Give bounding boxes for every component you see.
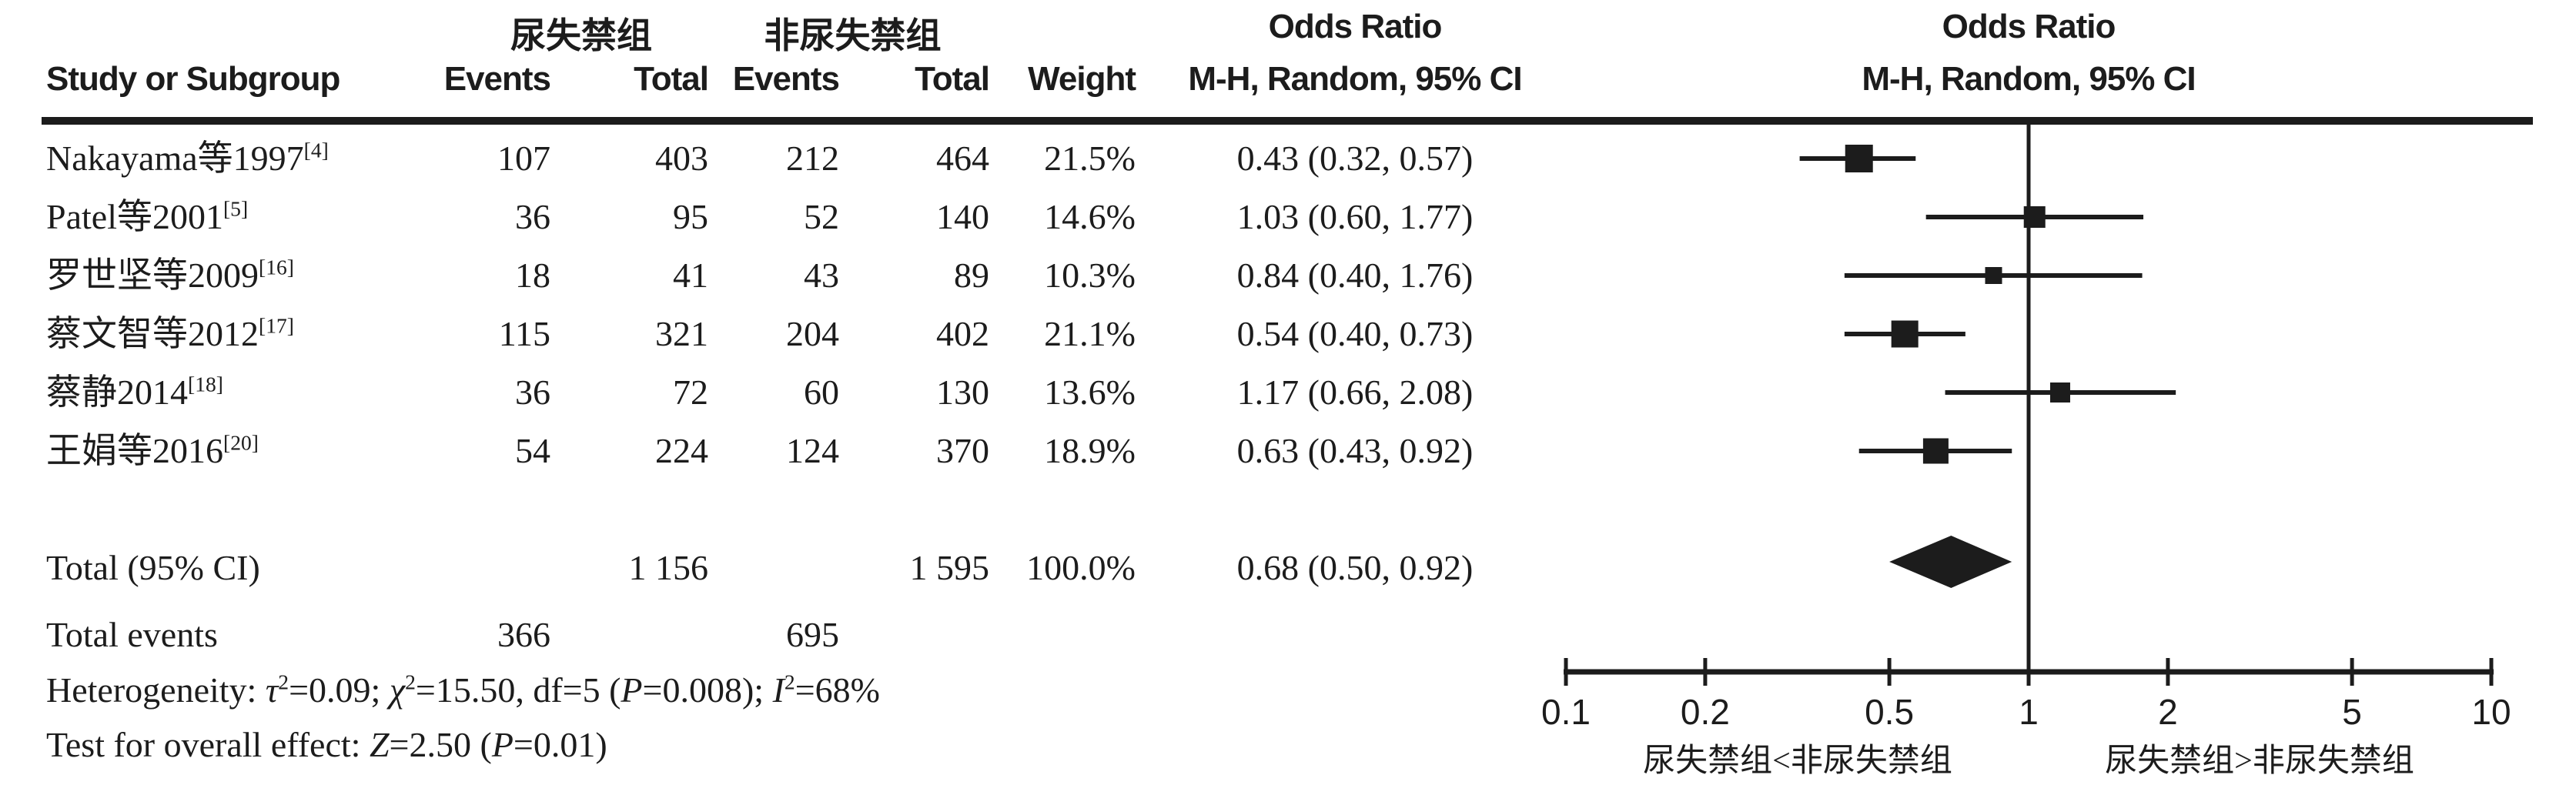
events1-value: 115 bbox=[498, 314, 550, 353]
weight-value: 21.1% bbox=[1044, 314, 1136, 353]
total1-sum: 1 156 bbox=[628, 548, 709, 587]
or-ci-text: 1.03 (0.60, 1.77) bbox=[1236, 197, 1474, 236]
or-ci-text: 1.17 (0.66, 2.08) bbox=[1236, 372, 1474, 412]
axis-tick-label: 0.2 bbox=[1680, 692, 1730, 732]
study-label: 蔡静2014[18] bbox=[46, 372, 223, 412]
total1-value: 41 bbox=[673, 256, 708, 295]
mh-ci-plot-header: M-H, Random, 95% CI bbox=[1862, 60, 2196, 98]
weight-sum: 100.0% bbox=[1026, 548, 1136, 587]
axis-tick-label: 10 bbox=[2471, 692, 2511, 732]
total1-value: 321 bbox=[655, 314, 708, 353]
table-row: 罗世坚等2009[16] 18 41 43 89 10.3% 0.84 (0.4… bbox=[0, 246, 1617, 305]
table-row: Nakayama等1997[4] 107 403 212 464 21.5% 0… bbox=[0, 129, 1617, 188]
weight-value: 18.9% bbox=[1044, 431, 1136, 470]
total2-column-header: Total bbox=[915, 60, 990, 98]
total-events-label: Total events bbox=[46, 615, 218, 654]
effect-square bbox=[1891, 320, 1919, 348]
summary-diamond bbox=[1889, 536, 2012, 588]
or-ci-text: 0.84 (0.40, 1.76) bbox=[1236, 256, 1474, 295]
effect-square bbox=[1845, 145, 1873, 172]
total1-value: 224 bbox=[655, 431, 708, 470]
mh-ci-column-header: M-H, Random, 95% CI bbox=[1188, 60, 1522, 98]
total2-value: 89 bbox=[954, 256, 989, 295]
events2-value: 52 bbox=[804, 197, 839, 236]
total2-sum: 1 595 bbox=[909, 548, 990, 587]
study-column-header: Study or Subgroup bbox=[46, 60, 340, 98]
axis-label-favours-left: 尿失禁组<非尿失禁组 bbox=[1643, 743, 1952, 779]
study-label: 蔡文智等2012[17] bbox=[46, 313, 294, 353]
axis-tick-label: 5 bbox=[2342, 692, 2362, 732]
events1-value: 36 bbox=[515, 372, 550, 412]
weight-column-header: Weight bbox=[1028, 60, 1136, 98]
events2-value: 204 bbox=[786, 314, 839, 353]
effect-square bbox=[1985, 267, 2002, 284]
axis-label-favours-right: 尿失禁组>非尿失禁组 bbox=[2105, 743, 2414, 779]
events1-value: 18 bbox=[515, 256, 550, 295]
study-label: Patel等2001[5] bbox=[46, 196, 249, 236]
header-rule bbox=[42, 117, 2533, 125]
events1-value: 107 bbox=[497, 139, 550, 178]
total2-value: 130 bbox=[936, 372, 989, 412]
table-row: 王娟等2016[20] 54 224 124 370 18.9% 0.63 (0… bbox=[0, 422, 1617, 480]
group2-header: 非尿失禁组 bbox=[764, 15, 942, 55]
or-ci-summary-text: 0.68 (0.50, 0.92) bbox=[1236, 548, 1474, 587]
weight-value: 14.6% bbox=[1044, 197, 1136, 236]
total-row: Total (95% CI) 1 156 1 595 100.0% 0.68 (… bbox=[0, 539, 1617, 597]
events2-column-header: Events bbox=[732, 60, 840, 98]
weight-value: 13.6% bbox=[1044, 372, 1136, 412]
study-label: 罗世坚等2009[16] bbox=[46, 255, 294, 295]
study-label: 王娟等2016[20] bbox=[46, 430, 259, 470]
events2-value: 60 bbox=[804, 372, 839, 412]
total2-value: 370 bbox=[936, 431, 989, 470]
effect-square bbox=[2049, 382, 2070, 403]
axis-tick-label: 0.1 bbox=[1541, 692, 1591, 732]
axis-tick-label: 2 bbox=[2158, 692, 2178, 732]
or-ci-text: 0.63 (0.43, 0.92) bbox=[1236, 431, 1474, 470]
total1-value: 72 bbox=[673, 372, 708, 412]
odds-ratio-plot-header: Odds Ratio bbox=[1942, 8, 2116, 45]
effect-square bbox=[1922, 438, 1949, 464]
events1-column-header: Events bbox=[443, 60, 551, 98]
effect-square bbox=[2023, 206, 2046, 228]
group1-header: 尿失禁组 bbox=[510, 15, 652, 55]
events1-value: 54 bbox=[515, 431, 550, 470]
weight-value: 21.5% bbox=[1044, 139, 1136, 178]
table-row: 蔡文智等2012[17] 115 321 204 402 21.1% 0.54 … bbox=[0, 305, 1617, 363]
weight-value: 10.3% bbox=[1044, 256, 1136, 295]
overall-effect-stats: Test for overall effect: Z=2.50 (P=0.01) bbox=[46, 725, 607, 764]
axis-tick-label: 0.5 bbox=[1865, 692, 1915, 732]
total1-value: 95 bbox=[673, 197, 708, 236]
total1-column-header: Total bbox=[634, 60, 709, 98]
table-row: Patel等2001[5] 36 95 52 140 14.6% 1.03 (0… bbox=[0, 188, 1617, 246]
or-ci-text: 0.43 (0.32, 0.57) bbox=[1236, 139, 1474, 178]
axis-tick-label: 1 bbox=[2019, 692, 2039, 732]
events1-value: 36 bbox=[515, 197, 550, 236]
total-events2-sum: 695 bbox=[786, 615, 839, 654]
total2-value: 140 bbox=[936, 197, 989, 236]
events2-value: 43 bbox=[804, 256, 839, 295]
events2-value: 212 bbox=[786, 139, 839, 178]
or-ci-text: 0.54 (0.40, 0.73) bbox=[1236, 314, 1474, 353]
study-label: Nakayama等1997[4] bbox=[46, 138, 329, 178]
total1-value: 403 bbox=[655, 139, 708, 178]
total2-value: 402 bbox=[936, 314, 989, 353]
total-events1-sum: 366 bbox=[497, 615, 550, 654]
heterogeneity-stats: Heterogeneity: τ2=0.09; χ2=15.50, df=5 (… bbox=[46, 670, 880, 710]
odds-ratio-column-header: Odds Ratio bbox=[1268, 8, 1443, 45]
total-label: Total (95% CI) bbox=[46, 548, 260, 587]
events2-value: 124 bbox=[786, 431, 839, 470]
table-row: 蔡静2014[18] 36 72 60 130 13.6% 1.17 (0.66… bbox=[0, 363, 1617, 422]
total-events-row: Total events 366 695 bbox=[0, 606, 1617, 664]
total2-value: 464 bbox=[936, 139, 989, 178]
